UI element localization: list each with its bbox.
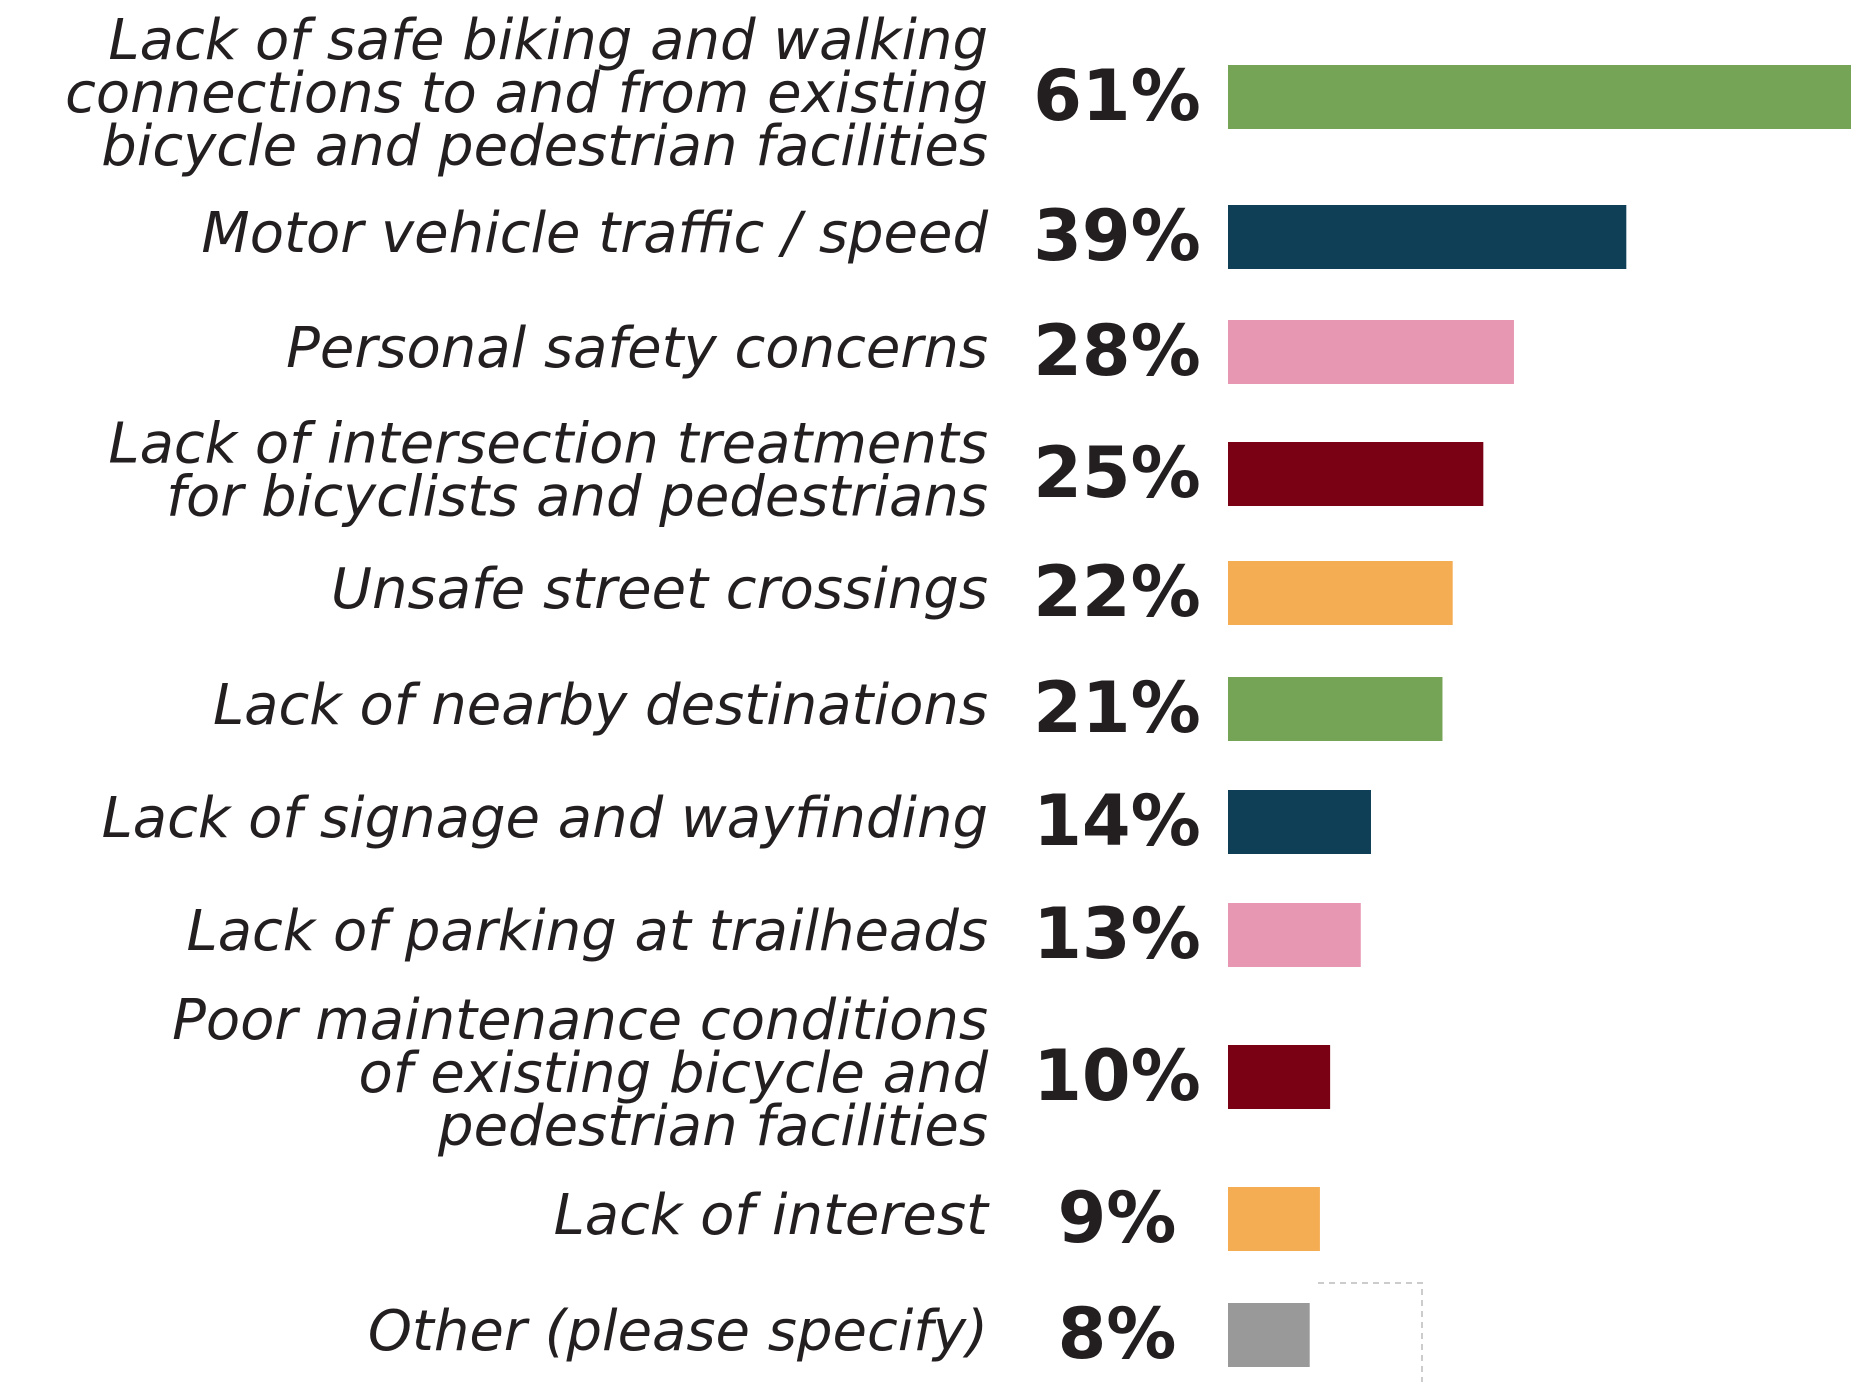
category-label: Personal safety concerns: [286, 316, 988, 381]
category-label: Motor vehicle traffic / speed: [201, 201, 988, 266]
bar: [1228, 320, 1514, 384]
bar: [1228, 561, 1453, 625]
value-label: 61%: [1033, 55, 1201, 137]
value-label: 8%: [1058, 1293, 1177, 1375]
value-label: 9%: [1058, 1177, 1177, 1259]
bar: [1228, 65, 1851, 129]
bar: [1228, 677, 1443, 741]
category-label: of existing bicycle and: [359, 1041, 989, 1106]
category-label: Unsafe street crossings: [331, 557, 988, 622]
value-label: 10%: [1033, 1035, 1201, 1117]
decoration: [1318, 1282, 1423, 1382]
category-label: Lack of safe biking and walking: [108, 8, 988, 73]
category-label: pedestrian facilities: [437, 1094, 988, 1159]
value-label: 28%: [1033, 310, 1201, 392]
bar: [1228, 1187, 1320, 1251]
category-label: Poor maintenance conditions: [172, 988, 988, 1053]
bar: [1228, 790, 1371, 854]
bar: [1228, 205, 1627, 269]
bar: [1228, 1045, 1331, 1109]
bar: [1228, 442, 1484, 506]
category-label: Lack of signage and wayfinding: [102, 786, 988, 851]
category-label: Lack of interest: [554, 1183, 990, 1248]
category-label: Lack of parking at trailheads: [187, 899, 989, 964]
category-label: bicycle and pedestrian facilities: [101, 114, 988, 179]
value-label: 22%: [1033, 551, 1201, 633]
value-label: 25%: [1033, 432, 1201, 514]
bar: [1228, 1303, 1310, 1367]
category-label: connections to and from existing: [65, 61, 988, 126]
category-label: Lack of nearby destinations: [213, 673, 988, 738]
category-label: for bicyclists and pedestrians: [166, 465, 988, 530]
value-label: 14%: [1033, 780, 1201, 862]
category-label: Other (please specify): [368, 1299, 988, 1364]
bar: [1228, 903, 1361, 967]
value-label: 13%: [1033, 893, 1201, 975]
value-label: 39%: [1033, 195, 1201, 277]
category-label: Lack of intersection treatments: [108, 412, 988, 477]
value-label: 21%: [1033, 667, 1201, 749]
